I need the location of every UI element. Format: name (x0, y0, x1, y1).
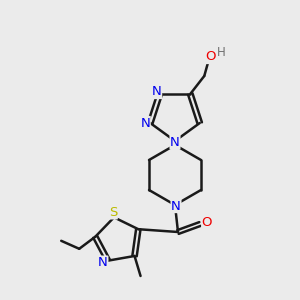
Text: O: O (205, 50, 215, 64)
Text: N: N (170, 136, 180, 148)
Text: O: O (202, 217, 212, 230)
Text: S: S (109, 206, 117, 219)
Text: N: N (140, 116, 150, 130)
Text: N: N (98, 256, 108, 269)
Text: N: N (171, 200, 181, 212)
Text: H: H (217, 46, 226, 59)
Text: N: N (152, 85, 162, 98)
